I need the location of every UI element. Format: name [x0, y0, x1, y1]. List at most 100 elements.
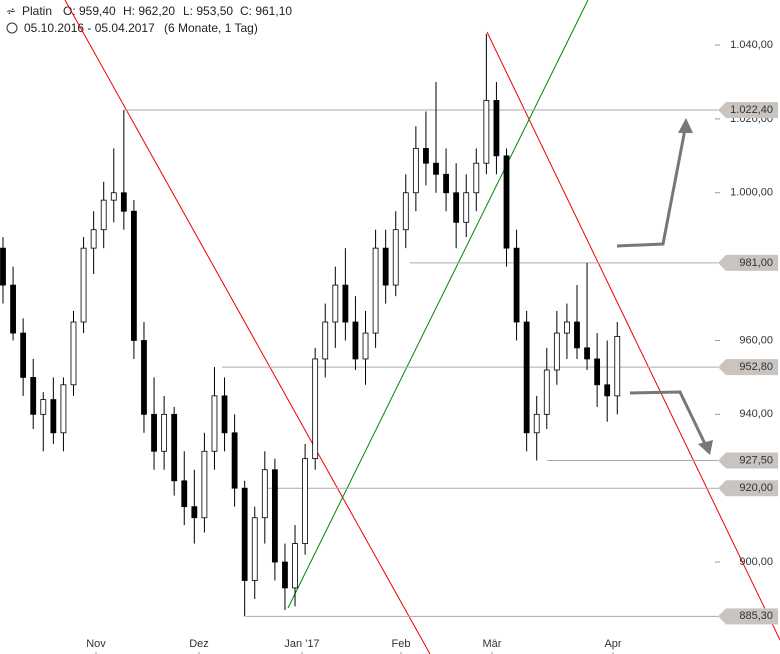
candle-body — [564, 321, 570, 334]
candle-body — [90, 229, 97, 249]
candle-body — [120, 192, 127, 212]
level-box — [718, 452, 778, 469]
candle-body — [332, 284, 339, 323]
candle-body — [322, 321, 329, 360]
icon: ⩫ — [6, 4, 16, 18]
level-box — [718, 254, 778, 271]
candle-body — [131, 210, 137, 341]
candle-body — [70, 321, 77, 386]
candle-body — [594, 358, 601, 386]
level-box — [718, 359, 778, 376]
y-tick-label: 1.000,00 — [730, 187, 773, 199]
candle-body — [433, 162, 439, 175]
close: C: 961,10 — [240, 4, 292, 18]
candle-body — [362, 332, 369, 360]
level-box — [718, 608, 778, 625]
candle-body — [523, 321, 530, 434]
candle-body — [342, 284, 349, 323]
candle-body — [251, 517, 258, 581]
candle-body — [181, 480, 188, 508]
high: H: 962,20 — [123, 4, 175, 18]
candle-body — [151, 413, 157, 452]
low: L: 953,50 — [183, 4, 233, 18]
candle-body — [20, 332, 27, 378]
candle-body — [271, 469, 278, 563]
candle-body — [241, 487, 248, 581]
candle-body — [261, 469, 268, 519]
candle-body — [513, 247, 520, 323]
level-label: 981,00 — [739, 257, 773, 269]
candle-body — [392, 229, 399, 286]
candle-body — [141, 340, 147, 415]
candle-body — [372, 247, 379, 334]
candle-body — [382, 247, 389, 286]
arrow-head — [678, 118, 693, 133]
trend-line — [64, 0, 431, 654]
candle-body — [312, 358, 319, 460]
trend-line — [287, 0, 589, 609]
candle-body — [191, 506, 198, 519]
x-tick-label: Dez — [189, 638, 209, 650]
candle-body — [50, 399, 57, 434]
candle-body — [40, 399, 47, 415]
candle-body — [473, 162, 480, 194]
candle-body — [574, 321, 580, 349]
level-label: 885,30 — [739, 610, 773, 622]
candle-body — [483, 100, 490, 164]
candle-body — [302, 458, 309, 544]
candle-body — [60, 384, 67, 434]
y-tick-label: 940,00 — [739, 408, 773, 420]
arrow — [616, 123, 688, 248]
level-label: 920,00 — [739, 482, 773, 494]
candle-body — [412, 148, 419, 194]
candle-body — [221, 395, 228, 434]
candle-body — [503, 155, 510, 249]
candle-body — [0, 247, 6, 286]
candle-body — [463, 192, 470, 223]
candle-body — [584, 347, 590, 360]
x-tick-label: Nov — [86, 638, 106, 650]
y-tick-label: 1.040,00 — [730, 39, 773, 51]
candle-body — [292, 543, 298, 589]
level-label: 952,80 — [739, 361, 773, 373]
instrument: Platin — [22, 4, 52, 18]
date-range: 05.10.2016 - 05.04.2017 — [24, 21, 155, 35]
x-tick-label: Apr — [604, 638, 621, 650]
candle-body — [402, 192, 409, 231]
candle-body — [533, 413, 540, 434]
candle-body — [100, 199, 107, 231]
level-box — [718, 102, 778, 119]
candle-body — [443, 173, 449, 194]
arrow — [629, 390, 709, 449]
candle-body — [614, 336, 621, 397]
x-tick-label: Mär — [483, 638, 502, 650]
candle-body — [423, 148, 429, 164]
open: O: 959,40 — [63, 4, 116, 18]
candle-body — [10, 284, 16, 334]
candle-body — [80, 247, 87, 323]
level-label: 1.022,40 — [730, 104, 773, 116]
candle-body — [553, 332, 560, 371]
candle-body — [30, 377, 37, 415]
candle-body — [231, 432, 238, 489]
candle-body — [201, 450, 208, 519]
candle-body — [453, 192, 460, 223]
candle-body — [282, 561, 288, 589]
candle-body — [171, 413, 178, 482]
level-box — [718, 480, 778, 497]
y-tick-label: 960,00 — [739, 334, 773, 346]
y-tick-label: 900,00 — [739, 556, 773, 568]
candle-body — [110, 192, 117, 201]
candle-body — [543, 369, 550, 415]
trend-line — [486, 31, 780, 641]
candle-body — [604, 384, 611, 397]
arrow-head — [698, 440, 713, 455]
x-tick-label: Jan '17 — [284, 638, 319, 650]
candle-body — [352, 321, 359, 360]
level-label: 927,50 — [739, 454, 773, 466]
period: (6 Monate, 1 Tag) — [164, 21, 258, 35]
clock-icon — [6, 22, 18, 34]
candle-body — [493, 100, 500, 157]
x-tick-label: Feb — [392, 638, 411, 650]
